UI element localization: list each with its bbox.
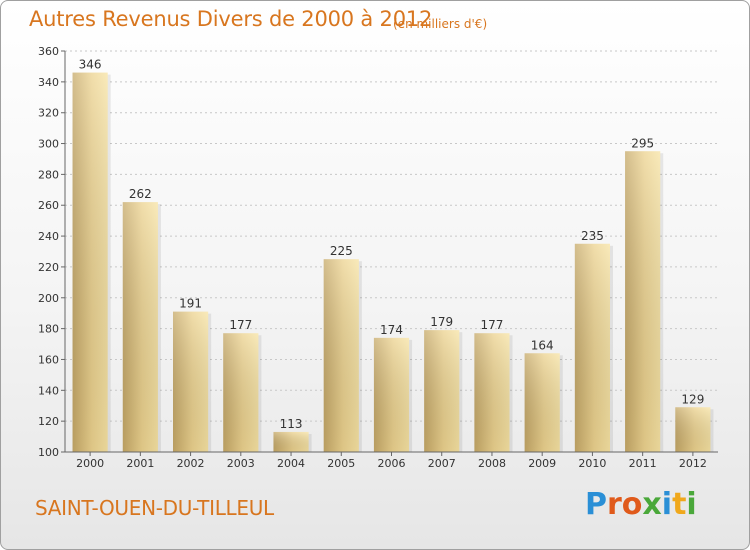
commune-name: SAINT-OUEN-DU-TILLEUL xyxy=(35,496,274,520)
logo-letter: o xyxy=(621,487,643,522)
y-tick-label: 300 xyxy=(38,138,59,151)
bar-value-label: 174 xyxy=(380,323,403,337)
y-tick-label: 260 xyxy=(38,199,59,212)
bar-value-label: 262 xyxy=(129,187,152,201)
y-tick-label: 240 xyxy=(38,230,59,243)
bar-shade xyxy=(172,311,209,452)
proxiti-logo[interactable]: Proxiti xyxy=(585,487,697,522)
x-tick-label: 2002 xyxy=(177,457,205,470)
y-tick-label: 320 xyxy=(38,107,59,120)
x-tick-label: 2000 xyxy=(76,457,104,470)
x-tick-label: 2001 xyxy=(126,457,154,470)
logo-letter: r xyxy=(607,487,622,522)
bar-value-label: 164 xyxy=(531,338,554,352)
bar-shade xyxy=(625,151,661,452)
x-tick-label: 2012 xyxy=(679,457,707,470)
y-tick-label: 100 xyxy=(38,446,59,459)
x-tick-label: 2011 xyxy=(629,457,657,470)
bar-value-label: 235 xyxy=(581,229,604,243)
x-tick-label: 2004 xyxy=(277,457,305,470)
bar-value-label: 177 xyxy=(229,318,252,332)
bar-shade xyxy=(574,243,611,452)
logo-letter: x xyxy=(642,487,662,522)
bar-value-label: 129 xyxy=(681,392,704,406)
logo-letter: P xyxy=(585,487,607,522)
chart-subtitle: (en milliers d'€) xyxy=(393,17,488,31)
bar-value-label: 225 xyxy=(330,244,353,258)
bar-shade xyxy=(273,431,309,452)
x-tick-label: 2005 xyxy=(327,457,355,470)
x-tick-label: 2007 xyxy=(428,457,456,470)
y-tick-label: 360 xyxy=(38,45,59,58)
y-tick-label: 280 xyxy=(38,168,59,181)
bar-value-label: 113 xyxy=(280,417,303,431)
logo-letter: i xyxy=(661,487,673,522)
bar-value-label: 346 xyxy=(79,58,102,72)
bar-shade xyxy=(474,333,510,452)
y-tick-label: 140 xyxy=(38,384,59,397)
x-tick-label: 2006 xyxy=(378,457,406,470)
bar-value-label: 177 xyxy=(481,318,504,332)
bar-value-label: 295 xyxy=(631,136,654,150)
x-tick-label: 2009 xyxy=(528,457,556,470)
bar-shade xyxy=(122,202,158,452)
logo-letter: i xyxy=(686,487,697,522)
bar-shade xyxy=(524,353,560,452)
bar-shade xyxy=(323,259,359,452)
x-tick-label: 2003 xyxy=(227,457,255,470)
y-tick-label: 120 xyxy=(38,415,59,428)
y-tick-label: 160 xyxy=(38,353,59,366)
bar-value-label: 179 xyxy=(430,315,453,329)
x-tick-label: 2008 xyxy=(478,457,506,470)
bar-shade xyxy=(72,72,108,452)
y-tick-label: 340 xyxy=(38,76,59,89)
bar-value-label: 191 xyxy=(179,297,202,311)
x-tick-label: 2010 xyxy=(578,457,606,470)
y-tick-label: 220 xyxy=(38,261,59,274)
logo-letter: t xyxy=(672,487,687,522)
y-tick-label: 200 xyxy=(38,292,59,305)
bar-shade xyxy=(424,330,460,452)
bar-shade xyxy=(223,333,259,452)
y-tick-label: 180 xyxy=(38,323,59,336)
bar-shade xyxy=(373,337,410,452)
chart-title: Autres Revenus Divers de 2000 à 2012 xyxy=(29,7,433,31)
bar-shade xyxy=(675,407,711,452)
